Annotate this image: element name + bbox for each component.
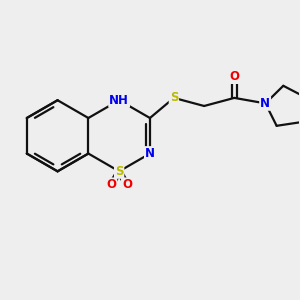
Text: O: O: [122, 178, 132, 191]
Text: S: S: [115, 165, 123, 178]
Text: O: O: [106, 178, 116, 191]
Text: N: N: [145, 147, 155, 160]
Text: N: N: [260, 97, 270, 110]
Text: O: O: [229, 70, 239, 83]
Text: S: S: [169, 92, 178, 104]
Text: NH: NH: [109, 94, 129, 107]
